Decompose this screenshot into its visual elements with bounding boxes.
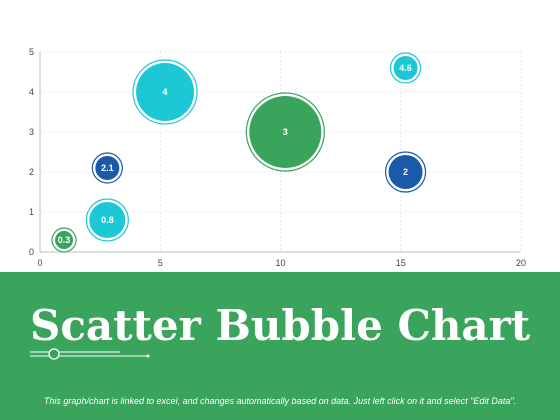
bubble (55, 231, 74, 249)
x-tick-label: 0 (37, 258, 42, 268)
bubble-label: 0.8 (101, 215, 114, 225)
y-tick-label: 4 (29, 87, 34, 97)
bubble-label: 2 (403, 167, 408, 177)
footer-title: Scatter Bubble Chart (30, 301, 531, 350)
x-tick-label: 5 (158, 258, 163, 268)
chart-area: 0 5 10 15 20 0 1 2 3 4 5 4.6 4 3 2.1 2 0.8 0.3 (29, 47, 526, 268)
y-tick-label: 2 (29, 167, 34, 177)
bubble-label: 4.6 (399, 63, 412, 73)
bubble-label: 4 (163, 87, 168, 97)
bubble (249, 96, 322, 168)
bubble-label: 2.1 (101, 163, 114, 173)
bubble (393, 56, 418, 80)
bubble-chart: 0 5 10 15 20 0 1 2 3 4 5 4.6 4 3 2.1 2 0.8 0.3 (29, 47, 526, 268)
footer-note: This graph/chart is linked to excel, and… (43, 396, 517, 406)
bubble-label: 0.3 (58, 235, 71, 245)
bubble-label: 3 (283, 127, 288, 137)
footer-banner: Scatter Bubble Chart This graph/chart is… (0, 272, 560, 420)
bubble (136, 63, 195, 121)
bubble (95, 156, 120, 180)
x-tick-label: 20 (516, 258, 526, 268)
y-tick-label: 1 (29, 207, 34, 217)
y-tick-label: 3 (29, 127, 34, 137)
slider-decoration-icon (30, 348, 150, 360)
bubble (388, 155, 423, 189)
y-tick-label: 0 (29, 247, 34, 257)
bubble (89, 202, 126, 238)
x-tick-label: 10 (275, 258, 285, 268)
x-tick-label: 15 (396, 258, 406, 268)
y-tick-label: 5 (29, 47, 34, 57)
